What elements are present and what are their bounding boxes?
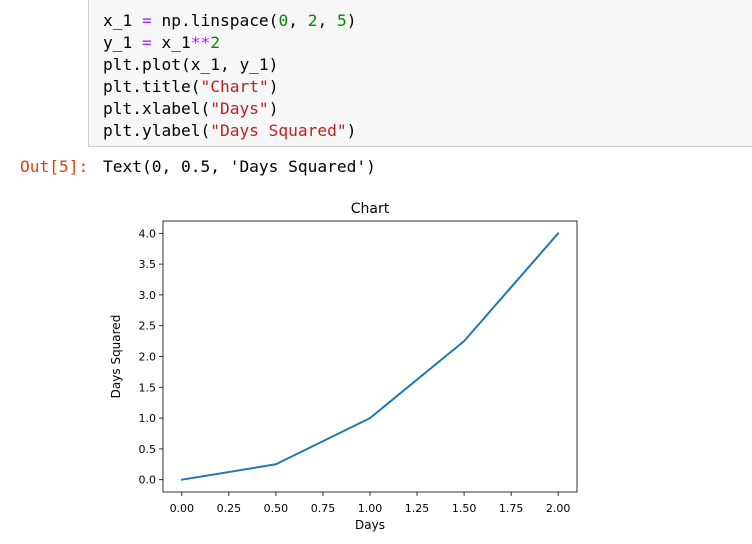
x-ticks: 0.00 0.25 0.50 0.75 1.00 1.25 1.50 1.75 2.00	[170, 492, 571, 515]
code-line: y_1 = x_1**2	[103, 32, 356, 54]
x-tick-label: 0.25	[217, 502, 242, 515]
code-editor[interactable]: x_1 = np.linspace(0, 2, 5) y_1 = x_1**2 pl…	[103, 10, 356, 142]
x-tick-label: 0.00	[170, 502, 195, 515]
y-tick-label: 0.5	[139, 443, 157, 456]
code-token: =	[141, 33, 152, 52]
code-line: plt.title("Chart")	[103, 76, 356, 98]
x-tick-label: 1.50	[452, 502, 477, 515]
y-tick-label: 2.0	[139, 351, 157, 364]
chart-title: Chart	[351, 201, 390, 217]
output-prompt: Out[5]:	[20, 157, 89, 176]
code-token: =	[141, 11, 152, 30]
code-token: x_1	[103, 11, 142, 30]
y-tick-label: 4.0	[139, 227, 157, 240]
code-line: plt.plot(x_1, y_1)	[103, 54, 356, 76]
code-token: )	[346, 121, 357, 140]
code-line: plt.ylabel("Days Squared")	[103, 120, 356, 142]
code-token: plt.title(	[103, 77, 201, 96]
x-tick-label: 0.50	[264, 502, 289, 515]
x-tick-label: 1.75	[499, 502, 524, 515]
code-token: plt.ylabel(	[103, 121, 211, 140]
code-token: x_1	[151, 33, 191, 52]
code-token: 0	[278, 11, 289, 30]
series-line	[180, 232, 560, 481]
x-axis-label: Days	[355, 518, 385, 532]
code-token: np.linspace(	[151, 11, 279, 30]
code-token: plt.plot(x_1, y_1)	[103, 55, 279, 74]
y-tick-label: 1.5	[139, 381, 157, 394]
series	[180, 232, 560, 481]
y-tick-label: 3.5	[139, 258, 157, 271]
y-axis-label: Days Squared	[109, 315, 123, 399]
code-token: 2	[307, 11, 318, 30]
code-token: **	[190, 33, 211, 52]
code-token: 2	[210, 33, 220, 52]
code-cell-input[interactable]: x_1 = np.linspace(0, 2, 5) y_1 = x_1**2 pl…	[88, 0, 752, 147]
y-tick-label: 2.5	[139, 320, 157, 333]
output-text: Text(0, 0.5, 'Days Squared')	[103, 157, 376, 176]
code-token: )	[346, 11, 357, 30]
y-tick-label: 1.0	[139, 412, 157, 425]
axes-frame	[162, 220, 578, 493]
x-tick-label: 2.00	[546, 502, 571, 515]
code-line: plt.xlabel("Days")	[103, 98, 356, 120]
code-token: 5	[336, 11, 347, 30]
x-tick-label: 1.00	[358, 502, 383, 515]
x-tick-label: 0.75	[311, 502, 336, 515]
code-token: ,	[317, 11, 337, 30]
code-token: )	[268, 77, 279, 96]
code-token: "Days Squared"	[210, 121, 347, 140]
code-token: y_1	[103, 33, 142, 52]
x-tick-label: 1.25	[405, 502, 430, 515]
code-line: x_1 = np.linspace(0, 2, 5)	[103, 10, 356, 32]
y-tick-label: 3.0	[139, 289, 157, 302]
y-tick-label: 0.0	[139, 474, 157, 487]
code-token: plt.xlabel(	[103, 99, 211, 118]
code-token: "Chart"	[200, 77, 269, 96]
code-token: "Days"	[210, 99, 269, 118]
code-token: )	[268, 99, 279, 118]
code-token: ,	[288, 11, 308, 30]
y-ticks: 0.0 0.5 1.0 1.5 2.0 2.5 3.0 3.5 4.0	[139, 227, 163, 487]
